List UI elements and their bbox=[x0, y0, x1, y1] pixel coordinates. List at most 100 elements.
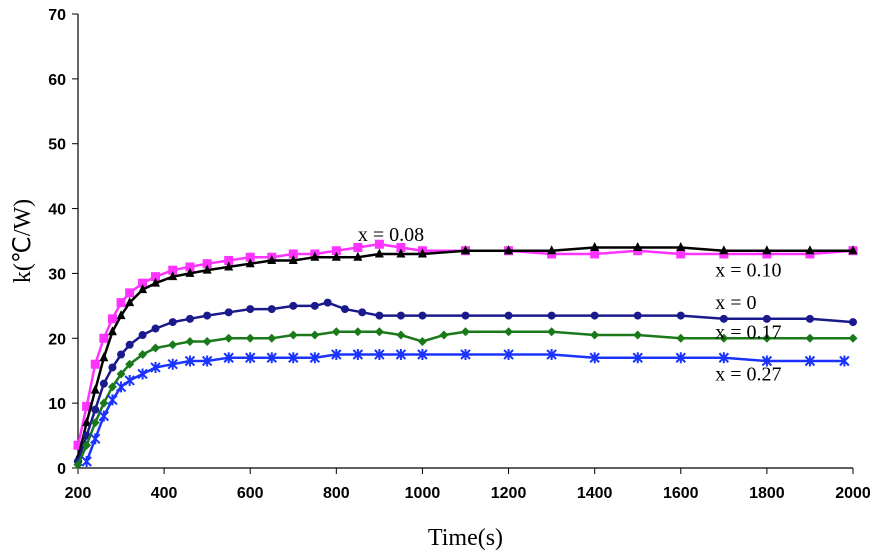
series-label: x = 0.08 bbox=[358, 224, 424, 246]
data-point bbox=[310, 330, 320, 340]
data-point bbox=[224, 308, 233, 317]
data-point bbox=[352, 349, 364, 360]
data-point bbox=[99, 333, 109, 343]
data-point bbox=[125, 297, 135, 307]
data-point bbox=[719, 333, 729, 343]
data-point bbox=[761, 355, 773, 367]
data-point bbox=[719, 245, 729, 255]
data-point bbox=[461, 245, 470, 255]
y-tick-label: 0 bbox=[57, 461, 66, 478]
data-point bbox=[203, 311, 212, 320]
axes: 0 10 20 30 40 50 60 70 200 400 600 800 1000 1200 1400 1… bbox=[48, 7, 871, 502]
x-tick-label: 1400 bbox=[577, 485, 613, 502]
data-point bbox=[185, 337, 195, 347]
data-point bbox=[184, 355, 196, 367]
data-point bbox=[719, 314, 728, 323]
series-label: x = 0.27 bbox=[715, 363, 781, 385]
data-point bbox=[266, 352, 277, 364]
data-point bbox=[633, 241, 643, 251]
data-point bbox=[82, 417, 92, 427]
data-point bbox=[310, 251, 320, 261]
data-point bbox=[762, 333, 772, 343]
data-point bbox=[202, 337, 212, 347]
data-point bbox=[288, 249, 298, 259]
data-point bbox=[805, 314, 814, 323]
data-point bbox=[547, 327, 557, 337]
series-3 bbox=[73, 327, 858, 470]
data-point bbox=[224, 255, 234, 265]
data-point bbox=[185, 262, 195, 272]
data-point bbox=[168, 265, 178, 275]
data-point bbox=[245, 258, 255, 268]
x-tick-label: 1000 bbox=[405, 485, 441, 502]
data-point bbox=[396, 311, 405, 320]
data-point bbox=[99, 398, 109, 408]
data-point bbox=[108, 363, 117, 372]
data-point bbox=[848, 333, 858, 343]
data-point bbox=[125, 340, 134, 349]
data-point bbox=[504, 327, 514, 337]
data-point bbox=[151, 272, 160, 282]
data-point bbox=[395, 349, 407, 360]
x-tick-label: 800 bbox=[323, 485, 350, 502]
data-point bbox=[504, 311, 513, 320]
data-point bbox=[396, 242, 406, 252]
data-point bbox=[353, 251, 363, 261]
y-axis-title: k(℃/W) bbox=[10, 199, 36, 283]
data-point bbox=[267, 333, 277, 343]
data-point bbox=[246, 305, 255, 314]
data-point bbox=[115, 381, 127, 393]
data-point bbox=[331, 246, 341, 256]
data-point bbox=[267, 305, 276, 314]
x-tick-label: 1200 bbox=[491, 485, 527, 502]
data-point bbox=[223, 352, 234, 364]
data-point bbox=[116, 298, 126, 308]
series-layer bbox=[73, 239, 858, 470]
data-point bbox=[151, 324, 160, 333]
data-point bbox=[116, 369, 126, 379]
data-point bbox=[358, 308, 367, 317]
data-point bbox=[138, 278, 148, 288]
data-point bbox=[185, 314, 194, 323]
data-point bbox=[90, 384, 100, 394]
data-point bbox=[202, 259, 212, 269]
data-point bbox=[461, 311, 470, 320]
series-2 bbox=[74, 298, 857, 466]
data-point bbox=[504, 245, 514, 255]
data-point bbox=[849, 318, 857, 327]
data-point bbox=[151, 343, 160, 353]
data-point bbox=[589, 352, 600, 364]
data-point bbox=[185, 267, 195, 277]
data-point bbox=[804, 355, 816, 367]
data-point bbox=[676, 311, 685, 320]
data-point bbox=[107, 326, 117, 336]
data-point bbox=[353, 327, 363, 337]
data-point bbox=[805, 333, 815, 343]
data-point bbox=[632, 352, 643, 364]
data-point bbox=[224, 333, 234, 343]
y-tick-label: 40 bbox=[48, 202, 66, 219]
data-point bbox=[81, 456, 92, 468]
data-point bbox=[168, 318, 177, 327]
data-point bbox=[98, 410, 110, 422]
data-point bbox=[82, 401, 92, 411]
data-point bbox=[353, 242, 363, 252]
x-axis-title: Time(s) bbox=[428, 525, 503, 551]
data-point bbox=[590, 241, 600, 251]
data-point bbox=[805, 245, 815, 255]
x-tick-label: 1800 bbox=[749, 485, 785, 502]
data-point bbox=[590, 330, 600, 340]
data-point bbox=[90, 418, 100, 428]
data-point bbox=[90, 359, 100, 369]
series-label: x = 0.10 bbox=[715, 260, 781, 282]
data-point bbox=[138, 350, 148, 359]
data-point bbox=[340, 305, 349, 314]
data-point bbox=[633, 311, 642, 320]
data-point bbox=[331, 349, 342, 360]
data-point bbox=[267, 254, 277, 264]
data-point bbox=[99, 352, 109, 362]
series-4 bbox=[81, 349, 850, 468]
data-point bbox=[91, 405, 100, 414]
data-point bbox=[138, 331, 147, 340]
